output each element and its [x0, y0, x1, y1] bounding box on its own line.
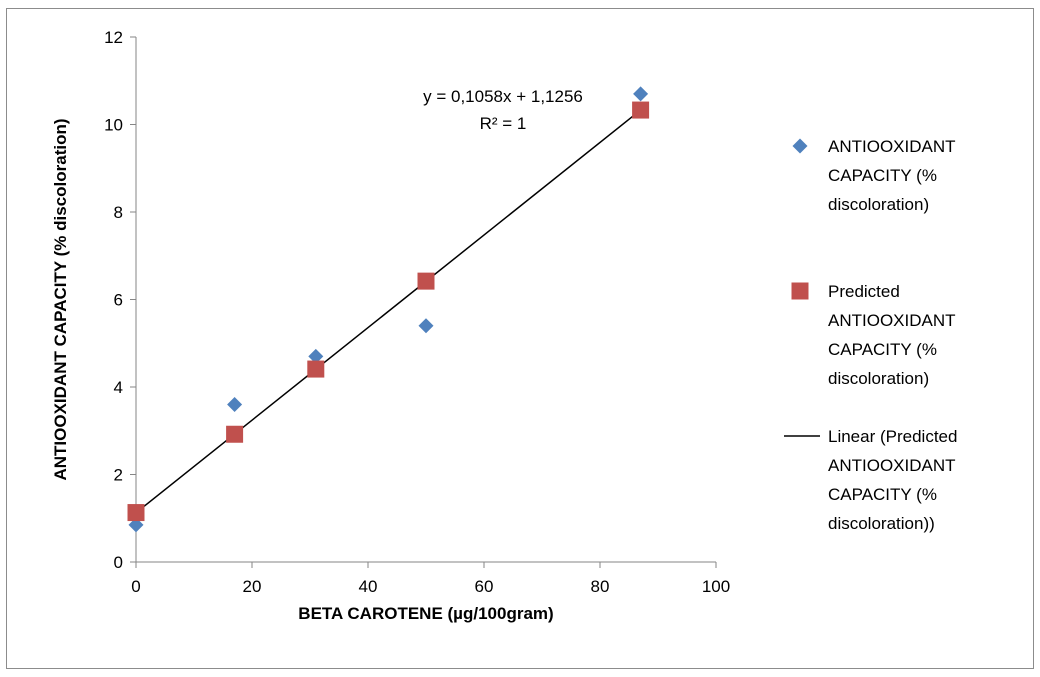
scatter-chart: 0 2 4 6 8 10 12 0 20 40 60 80 100 BETA CAROTENE (µg/…: [51, 28, 957, 623]
legend-label-line: discoloration): [828, 369, 929, 388]
legend-label-line: CAPACITY (%: [828, 166, 937, 185]
axes: [130, 36, 717, 568]
legend-label-line: ANTIOOXIDANT: [828, 311, 956, 330]
y-tick-label: 10: [104, 116, 123, 135]
y-tick-label: 12: [104, 28, 123, 47]
y-tick-label: 0: [114, 553, 123, 572]
trendline-layer: [135, 109, 642, 514]
y-tick-label: 2: [114, 466, 123, 485]
legend-label-line: discoloration)): [828, 514, 935, 533]
legend-label-line: Predicted: [828, 282, 900, 301]
data-point-actual: [418, 318, 434, 334]
data-point-actual: [227, 397, 243, 412]
trendline: [135, 109, 642, 514]
legend-item-actual: ANTIOOXIDANT CAPACITY (% discoloration): [792, 137, 956, 214]
data-point-predicted: [226, 425, 244, 443]
legend-marker-square: [791, 282, 809, 300]
legend-marker-diamond: [792, 138, 808, 154]
legend-item-predicted: Predicted ANTIOOXIDANT CAPACITY (% discolor…: [791, 282, 956, 388]
legend-label-line: CAPACITY (%: [828, 485, 937, 504]
data-point-predicted: [307, 360, 325, 378]
legend-label-line: Linear (Predicted: [828, 427, 957, 446]
y-axis-title: ANTIOOXIDANT CAPACITY (% discoloration): [51, 118, 70, 480]
x-tick-label: 80: [591, 577, 610, 596]
x-tick-label: 100: [702, 577, 730, 596]
data-point-predicted: [632, 101, 650, 119]
legend-label-line: ANTIOOXIDANT: [828, 137, 956, 156]
legend-item-trendline: Linear (Predicted ANTIOOXIDANT CAPACITY (%…: [784, 427, 957, 533]
data-marks: [127, 86, 650, 533]
chart-area: 0 2 4 6 8 10 12 0 20 40 60 80 100 BETA CAROTENE (µg/…: [6, 8, 1034, 669]
x-tick-label: 20: [243, 577, 262, 596]
data-point-predicted: [417, 272, 435, 290]
tick-labels: 0 2 4 6 8 10 12 0 20 40 60 80 100: [104, 28, 730, 596]
x-axis-title: BETA CAROTENE (µg/100gram): [298, 604, 553, 623]
data-point-predicted: [127, 504, 145, 522]
legend-label-line: CAPACITY (%: [828, 340, 937, 359]
x-tick-label: 60: [475, 577, 494, 596]
trendline-r2: R² = 1: [480, 114, 527, 133]
y-tick-label: 8: [114, 203, 123, 222]
legend-label-line: ANTIOOXIDANT: [828, 456, 956, 475]
y-tick-label: 4: [114, 378, 123, 397]
x-tick-label: 0: [131, 577, 140, 596]
data-point-actual: [633, 86, 649, 102]
y-tick-label: 6: [114, 291, 123, 310]
x-tick-label: 40: [359, 577, 378, 596]
data-point-actual: [308, 348, 324, 364]
trendline-equation: y = 0,1058x + 1,1256: [423, 87, 583, 106]
legend-label-line: discoloration): [828, 195, 929, 214]
